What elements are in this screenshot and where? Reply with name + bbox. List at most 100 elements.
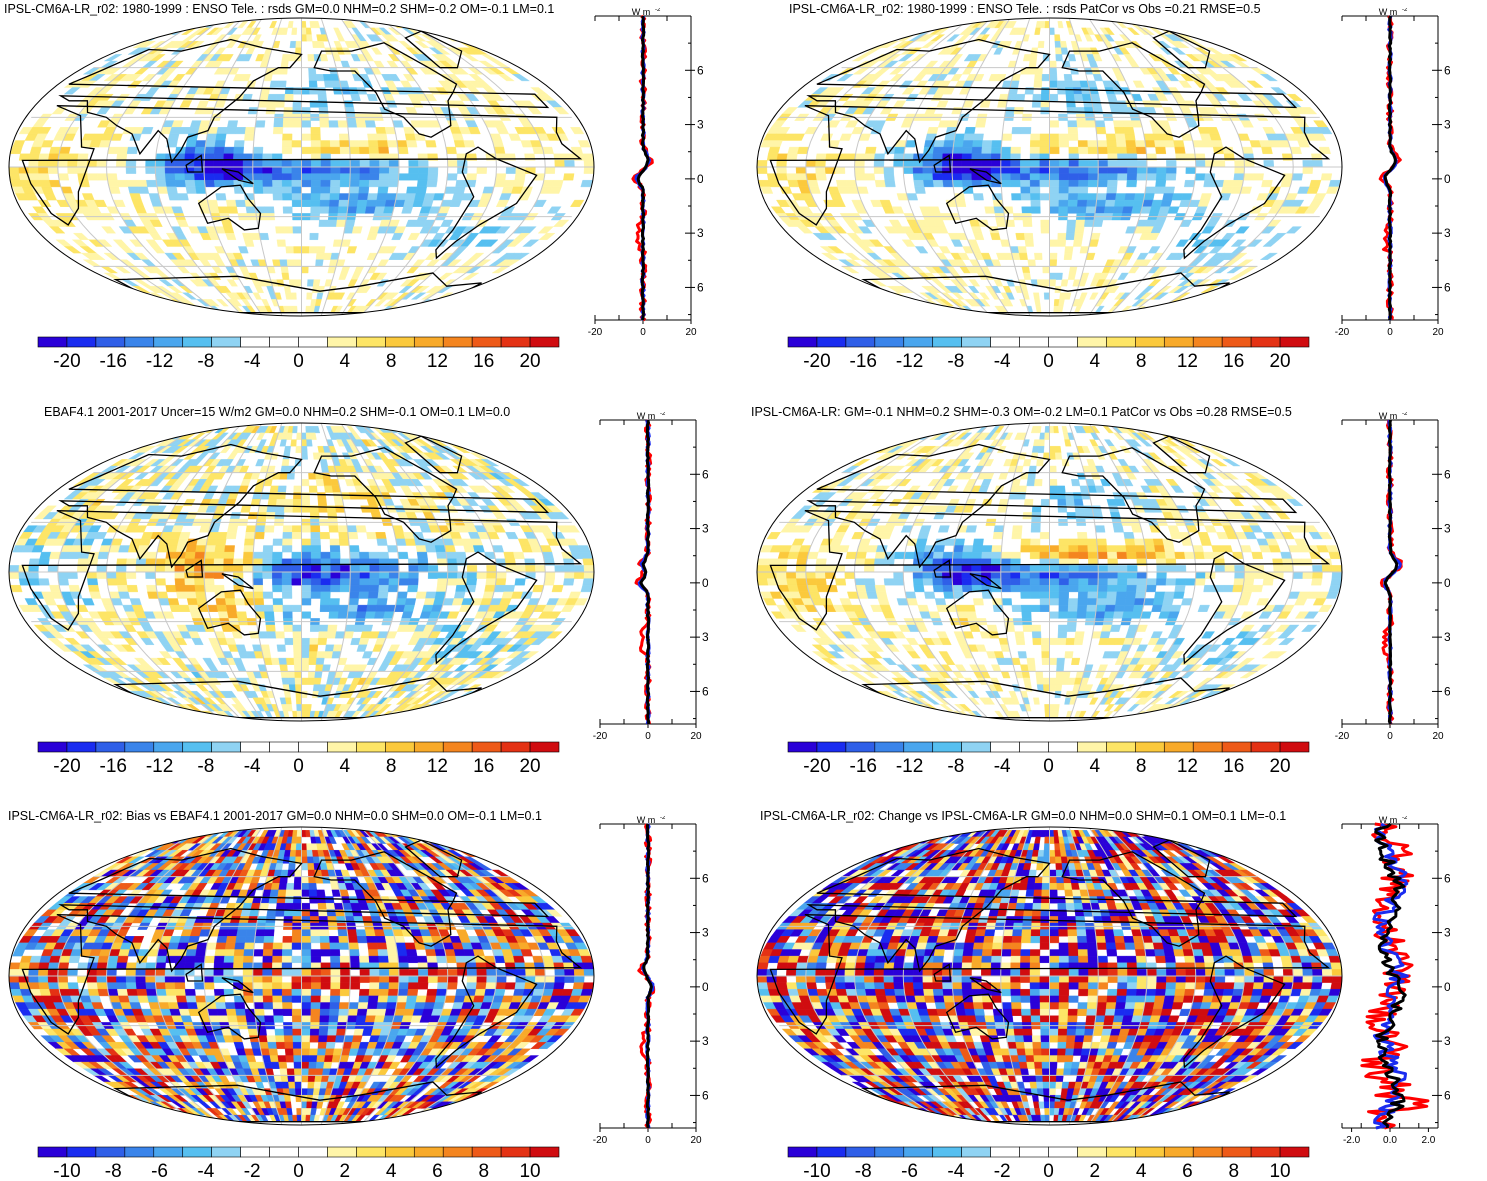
panel-title: IPSL-CM6A-LR: GM=-0.1 NHM=0.2 SHM=-0.3 O… <box>751 405 1292 419</box>
colorbar-swatch <box>903 336 934 348</box>
x-tick-label: 20 <box>685 327 697 338</box>
colorbar-swatch <box>385 1146 415 1158</box>
world-map <box>756 826 1343 1126</box>
colorbar-tick-label: 10 <box>1269 1161 1290 1181</box>
colorbar: -20 -16 -12 -8 -4 0 4 8 12 16 20 <box>37 336 560 372</box>
graticule <box>9 423 594 721</box>
colorbar-swatch <box>787 1146 818 1158</box>
colorbar: -20 -16 -12 -8 -4 0 4 8 12 16 20 <box>787 741 1310 777</box>
y-tick-label: 60S <box>702 684 708 698</box>
colorbar-swatch <box>66 1146 97 1158</box>
units-superscript: -2 <box>1402 412 1408 417</box>
zonal-mean-model-line <box>1360 822 1430 1130</box>
colorbar-swatch <box>787 741 818 753</box>
map-border <box>756 17 1343 317</box>
y-tick-label: 0 <box>697 172 703 186</box>
colorbar-swatch <box>327 741 357 753</box>
x-tick-label: 0 <box>1387 327 1393 338</box>
colorbar-swatch <box>442 336 473 348</box>
colorbar-tick-label: 0 <box>1043 351 1054 372</box>
graticule <box>9 18 594 316</box>
y-tick-label: 60S <box>1444 1088 1450 1102</box>
x-tick-label: -20 <box>1335 731 1350 742</box>
colorbar-tick-label: 12 <box>1177 351 1198 372</box>
colorbar-swatch <box>1192 1146 1223 1158</box>
colorbar-swatch <box>874 741 905 753</box>
colorbar-swatch <box>442 741 473 753</box>
colorbar-tick-label: -8 <box>947 756 964 777</box>
colorbar-swatch <box>1106 336 1136 348</box>
colorbar-swatch <box>1250 1146 1281 1158</box>
colorbar-swatch <box>153 741 184 753</box>
colorbar-tick-label: 2 <box>340 1161 351 1181</box>
colorbar-tick-label: -16 <box>100 756 127 777</box>
colorbar-tick-label: 4 <box>340 756 351 777</box>
colorbar-swatch <box>298 1146 328 1158</box>
colorbar-tick-label: 8 <box>1136 756 1147 777</box>
colorbar-swatch <box>124 336 155 348</box>
colorbar-tick-label: -16 <box>850 351 877 372</box>
colorbar-swatch <box>385 336 415 348</box>
field-shading <box>757 830 1342 1122</box>
colorbar-tick-label: 10 <box>519 1161 540 1181</box>
colorbar: -10 -8 -6 -4 -2 0 2 4 6 8 10 <box>37 1146 560 1181</box>
graticule <box>757 423 1342 721</box>
colorbar-swatch <box>124 1146 155 1158</box>
x-tick-label: -20 <box>593 731 608 742</box>
colorbar-swatch <box>37 336 68 348</box>
zonal-mean-ensemble-line <box>1374 822 1407 1129</box>
y-tick-label: 60S <box>1444 280 1450 294</box>
y-tick-label: 30N <box>702 926 708 940</box>
colorbar-tick-label: -10 <box>53 1161 80 1181</box>
zonal-mean-obs-line <box>1372 822 1409 1130</box>
colorbar-tick-label: -4 <box>994 351 1011 372</box>
colorbar-swatch <box>1221 1146 1252 1158</box>
y-tick-label: 0 <box>1444 172 1450 186</box>
colorbar-swatch <box>1192 741 1223 753</box>
units-label: W m <box>637 412 656 421</box>
map-border <box>8 422 595 722</box>
colorbar-tick-label: 0 <box>1043 756 1054 777</box>
colorbar-tick-label: -6 <box>151 1161 168 1181</box>
colorbar-tick-label: -8 <box>197 756 214 777</box>
graticule <box>9 827 594 1125</box>
colorbar-swatch <box>240 336 270 348</box>
colorbar-tick-label: 8 <box>478 1161 489 1181</box>
colorbar-tick-label: 16 <box>473 351 494 372</box>
colorbar-swatch <box>95 741 126 753</box>
x-tick-label: 20 <box>690 1135 702 1146</box>
colorbar-swatch <box>529 1146 560 1158</box>
colorbar-tick-label: 6 <box>432 1161 443 1181</box>
x-tick-label: 20 <box>1432 731 1444 742</box>
x-tick-label: 0 <box>640 327 646 338</box>
x-tick-label: 0.0 <box>1383 1135 1397 1146</box>
graticule <box>757 827 1342 1125</box>
colorbar-swatch <box>845 336 876 348</box>
colorbar-swatch <box>269 336 299 348</box>
colorbar-tick-label: 16 <box>1223 756 1244 777</box>
y-tick-label: 60N <box>702 467 708 481</box>
colorbar-swatch <box>1019 1146 1049 1158</box>
colorbar-swatch <box>961 1146 991 1158</box>
colorbar-swatch <box>442 1146 473 1158</box>
colorbar-tick-label: -4 <box>244 351 261 372</box>
colorbar-swatch <box>356 1146 386 1158</box>
y-tick-label: 0 <box>702 980 708 994</box>
zonal-mean-plot: W m -2 -2.0 0.0 2.0 60N 30N 0 30S 60S <box>1341 816 1450 1146</box>
colorbar-swatch <box>1163 336 1194 348</box>
world-map <box>8 826 595 1126</box>
colorbar-tick-label: 0 <box>1043 1161 1054 1181</box>
colorbar-swatch <box>845 741 876 753</box>
colorbar-tick-label: -8 <box>105 1161 122 1181</box>
colorbar-tick-label: 12 <box>427 756 448 777</box>
colorbar-tick-label: -20 <box>803 351 830 372</box>
colorbar-swatch <box>500 336 531 348</box>
colorbar-tick-label: 20 <box>519 351 540 372</box>
colorbar-swatch <box>1279 741 1310 753</box>
colorbar-tick-label: -8 <box>197 351 214 372</box>
map-border <box>756 826 1343 1126</box>
y-tick-label: 0 <box>1444 576 1450 590</box>
colorbar-swatch <box>816 741 847 753</box>
colorbar-tick-label: 16 <box>1223 351 1244 372</box>
colorbar-tick-label: -4 <box>994 756 1011 777</box>
